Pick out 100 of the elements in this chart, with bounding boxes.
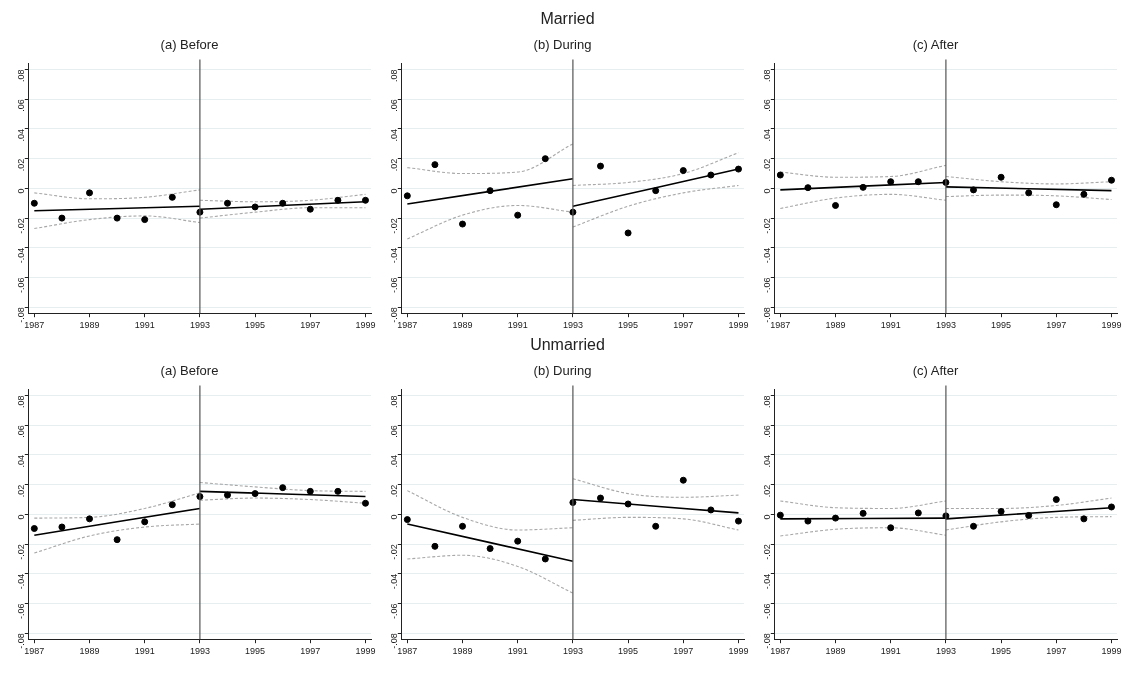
y-tick-label: .02 xyxy=(16,158,27,172)
y-tick-label: 0 xyxy=(762,188,773,194)
chart-title: (b) During xyxy=(533,37,592,53)
x-tick-label: 1991 xyxy=(134,646,155,657)
x-tick-label: 1993 xyxy=(935,320,956,331)
x-tick-label: 1993 xyxy=(189,646,210,657)
text: Married xyxy=(540,10,595,27)
y-tick-label: -.08 xyxy=(389,633,400,649)
x-tick-label: 1997 xyxy=(673,320,694,331)
x-tick-label: 1999 xyxy=(1101,320,1122,331)
y-tick-label: .08 xyxy=(762,395,773,409)
y-tick-label: .02 xyxy=(762,484,773,498)
chart-title: (c) After xyxy=(912,363,959,379)
y-tick-label: .08 xyxy=(389,395,400,409)
y-tick-label: .08 xyxy=(16,395,27,409)
chart-title: (b) During xyxy=(533,363,592,379)
x-tick-label: 1997 xyxy=(1046,320,1067,331)
x-tick-label: 1989 xyxy=(825,646,846,657)
y-tick-label: .08 xyxy=(16,69,27,83)
x-tick-label: 1995 xyxy=(245,646,266,657)
x-tick-label: 1995 xyxy=(618,320,639,331)
y-tick-label: .02 xyxy=(389,158,400,172)
y-tick-label: 0 xyxy=(389,514,400,520)
y-tick-label: -.04 xyxy=(389,247,400,264)
x-tick-label: 1989 xyxy=(79,646,100,657)
x-tick-label: 1999 xyxy=(1101,646,1122,657)
chart-title: (a) Before xyxy=(160,363,219,379)
y-tick-label: -.02 xyxy=(389,218,400,234)
y-tick-label: -.06 xyxy=(389,277,400,294)
x-tick-label: 1991 xyxy=(134,320,155,331)
y-tick-label: -.04 xyxy=(16,573,27,590)
y-tick-label: -.04 xyxy=(762,247,773,264)
y-tick-label: .08 xyxy=(389,69,400,83)
x-tick-label: 1989 xyxy=(79,320,100,331)
x-tick-label: 1993 xyxy=(189,320,210,331)
x-tick-label: 1987 xyxy=(397,320,418,331)
y-tick-label: .04 xyxy=(762,454,773,468)
y-tick-label: -.02 xyxy=(16,544,27,560)
x-tick-label: 1995 xyxy=(618,646,639,657)
y-tick-label: -.08 xyxy=(16,633,27,649)
x-tick-label: 1987 xyxy=(770,646,791,657)
y-tick-label: -.06 xyxy=(16,603,27,620)
y-tick-label: 0 xyxy=(16,514,27,520)
y-tick-label: -.08 xyxy=(762,307,773,323)
y-tick-label: .06 xyxy=(16,425,27,438)
y-tick-label: .06 xyxy=(389,99,400,112)
y-tick-label: -.06 xyxy=(389,603,400,620)
y-tick-label: .04 xyxy=(16,128,27,142)
x-tick-label: 1991 xyxy=(880,646,901,657)
y-tick-label: -.02 xyxy=(762,544,773,560)
x-tick-label: 1989 xyxy=(452,320,473,331)
y-tick-label: -.02 xyxy=(389,544,400,560)
x-tick-label: 1997 xyxy=(300,646,321,657)
y-tick-label: .04 xyxy=(389,128,400,142)
x-tick-label: 1987 xyxy=(770,320,791,331)
y-tick-label: .06 xyxy=(16,99,27,112)
x-tick-label: 1995 xyxy=(991,646,1012,657)
x-tick-label: 1991 xyxy=(880,320,901,331)
x-tick-label: 1997 xyxy=(300,320,321,331)
y-tick-label: .02 xyxy=(389,484,400,498)
x-tick-label: 1987 xyxy=(24,646,45,657)
y-tick-label: -.06 xyxy=(762,603,773,620)
y-tick-label: .06 xyxy=(389,425,400,438)
x-tick-label: 1999 xyxy=(355,646,376,657)
y-tick-label: -.08 xyxy=(16,307,27,323)
x-tick-label: 1997 xyxy=(1046,646,1067,657)
y-tick-label: .02 xyxy=(762,158,773,172)
y-tick-label: -.06 xyxy=(762,277,773,294)
y-tick-label: .02 xyxy=(16,484,27,498)
x-tick-label: 1991 xyxy=(507,646,528,657)
y-tick-label: -.02 xyxy=(762,218,773,234)
y-tick-label: 0 xyxy=(762,514,773,520)
y-tick-label: .04 xyxy=(762,128,773,142)
chart-title: (c) After xyxy=(912,37,959,53)
x-tick-label: 1999 xyxy=(728,320,749,331)
y-tick-label: .04 xyxy=(16,454,27,468)
y-tick-label: .08 xyxy=(762,69,773,83)
x-tick-label: 1991 xyxy=(507,320,528,331)
y-tick-label: -.04 xyxy=(762,573,773,590)
x-tick-label: 1993 xyxy=(562,646,583,657)
x-tick-label: 1989 xyxy=(825,320,846,331)
y-tick-label: -.06 xyxy=(16,277,27,294)
x-tick-label: 1993 xyxy=(562,320,583,331)
y-tick-label: -.04 xyxy=(389,573,400,590)
y-tick-label: -.08 xyxy=(762,633,773,649)
x-tick-label: 1989 xyxy=(452,646,473,657)
y-tick-label: .06 xyxy=(762,99,773,112)
x-tick-label: 1993 xyxy=(935,646,956,657)
chart-title: (a) Before xyxy=(160,37,219,53)
x-tick-label: 1987 xyxy=(397,646,418,657)
text: Unmarried xyxy=(530,336,605,353)
y-tick-label: .06 xyxy=(762,425,773,438)
x-tick-label: 1999 xyxy=(728,646,749,657)
y-tick-label: -.08 xyxy=(389,307,400,323)
x-tick-label: 1987 xyxy=(24,320,45,331)
y-tick-label: -.02 xyxy=(16,218,27,234)
x-tick-label: 1995 xyxy=(991,320,1012,331)
y-tick-label: .04 xyxy=(389,454,400,468)
x-tick-label: 1995 xyxy=(245,320,266,331)
x-tick-label: 1999 xyxy=(355,320,376,331)
